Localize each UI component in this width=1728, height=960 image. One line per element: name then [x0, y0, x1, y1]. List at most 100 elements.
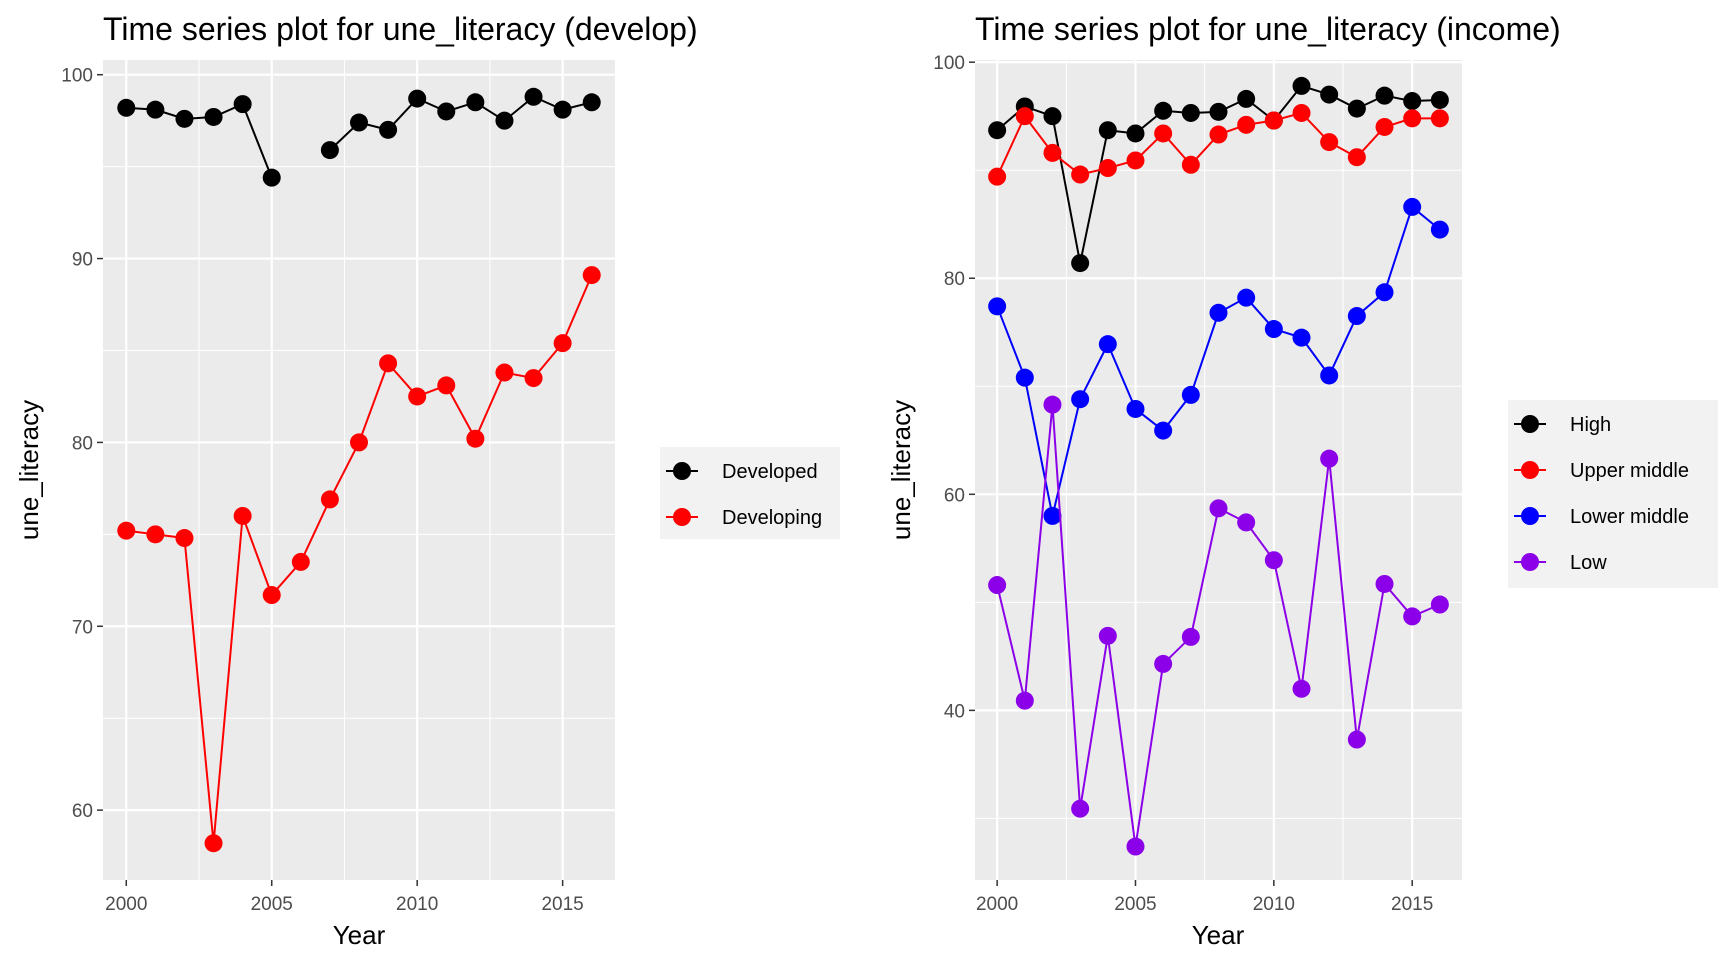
data-point-high: [1126, 124, 1145, 143]
data-point-low: [1264, 551, 1283, 570]
data-point-low: [1126, 837, 1145, 856]
data-point-lower-middle: [1292, 328, 1311, 347]
legend-income: High Upper middle Lower middle Low: [1508, 400, 1718, 588]
legend-key-point: [1521, 553, 1539, 571]
y-tick-label: 90: [72, 250, 93, 271]
x-tick-label: 2000: [976, 894, 1018, 915]
plot-area-income: [975, 60, 1462, 880]
data-point-high: [988, 121, 1007, 140]
data-point-low: [1347, 730, 1366, 749]
data-point-developing: [553, 334, 572, 353]
legend-background-income: [1508, 400, 1718, 588]
data-point-high: [1430, 90, 1449, 109]
data-point-low: [1292, 679, 1311, 698]
data-point-low: [988, 576, 1007, 595]
data-point-developed: [408, 89, 427, 108]
data-point-high: [1320, 85, 1339, 104]
data-point-developing: [466, 429, 485, 448]
legend-background-develop: [660, 447, 840, 539]
data-point-developed: [524, 87, 543, 106]
data-point-high: [1071, 254, 1090, 273]
legend-key-point: [673, 462, 691, 480]
data-point-developed: [117, 98, 136, 117]
data-point-upper-middle: [1181, 155, 1200, 174]
data-point-developing: [175, 529, 194, 548]
data-point-lower-middle: [988, 297, 1007, 316]
data-point-high: [1375, 86, 1394, 105]
x-axis-title-income: Year: [1192, 920, 1245, 950]
data-point-developed: [204, 107, 223, 126]
data-point-developing: [146, 525, 165, 544]
chart-panel-income: Time series plot for une_literacy (incom…: [886, 11, 1718, 950]
data-point-developing: [350, 433, 368, 452]
data-point-low: [1320, 449, 1339, 468]
data-point-developing: [320, 490, 339, 509]
data-point-lower-middle: [1403, 197, 1422, 216]
data-point-low: [1098, 626, 1117, 645]
data-point-low: [1430, 595, 1449, 614]
y-tick-label: 80: [944, 269, 965, 290]
x-tick-label: 2015: [541, 894, 583, 915]
data-point-low: [1015, 691, 1034, 710]
data-point-upper-middle: [1043, 143, 1062, 162]
legend-key-point: [1521, 507, 1539, 525]
data-point-upper-middle: [1126, 151, 1145, 170]
data-point-developing: [582, 266, 601, 285]
data-point-lower-middle: [1071, 390, 1090, 409]
data-point-developing: [379, 354, 398, 373]
y-tick-label: 60: [72, 801, 93, 822]
data-point-high: [1237, 89, 1256, 108]
y-tick-label: 40: [944, 701, 965, 722]
x-tick-label: 2005: [1114, 894, 1156, 915]
data-point-developed: [146, 100, 165, 119]
legend-label-developing: Developing: [722, 507, 822, 529]
data-point-low: [1375, 574, 1394, 593]
data-point-high: [1154, 101, 1173, 120]
x-tick-label: 2010: [396, 894, 438, 915]
data-point-lower-middle: [1181, 385, 1200, 404]
data-point-low: [1403, 607, 1422, 626]
data-point-upper-middle: [1098, 159, 1117, 178]
data-point-upper-middle: [1375, 117, 1394, 136]
data-point-upper-middle: [1071, 165, 1090, 184]
data-point-low: [1209, 499, 1228, 518]
legend-key-point: [1521, 415, 1539, 433]
data-point-lower-middle: [1430, 220, 1449, 239]
data-point-developed: [175, 109, 194, 128]
data-point-lower-middle: [1126, 399, 1145, 418]
data-point-developing: [262, 586, 281, 605]
x-tick-label: 2005: [251, 894, 293, 915]
data-point-lower-middle: [1375, 283, 1394, 302]
data-point-developed: [379, 120, 398, 139]
chart-title-develop: Time series plot for une_literacy (devel…: [103, 11, 698, 47]
legend-key-point: [673, 508, 691, 526]
data-point-developing: [117, 521, 136, 540]
data-point-high: [1043, 107, 1062, 126]
legend-label-high: High: [1570, 414, 1611, 436]
data-point-high: [1292, 76, 1311, 95]
data-point-developed: [350, 113, 368, 132]
data-point-developing: [524, 369, 543, 388]
data-point-developed: [466, 93, 485, 112]
data-point-upper-middle: [1015, 107, 1034, 126]
y-tick-label: 100: [933, 53, 965, 74]
data-point-low: [1154, 654, 1173, 673]
data-point-upper-middle: [1292, 103, 1311, 122]
data-point-developing: [495, 363, 514, 382]
legend-label-low: Low: [1570, 552, 1607, 574]
data-point-developing: [233, 506, 252, 525]
data-point-developed: [262, 168, 281, 187]
data-point-lower-middle: [1098, 335, 1117, 354]
data-point-high: [1347, 99, 1366, 118]
data-point-high: [1209, 102, 1228, 121]
data-point-upper-middle: [1403, 109, 1422, 128]
y-tick-label: 80: [72, 433, 93, 454]
data-point-upper-middle: [1347, 148, 1366, 167]
series-line-developed: [329, 95, 592, 151]
data-point-developing: [291, 552, 310, 571]
data-point-lower-middle: [1264, 320, 1283, 339]
data-point-upper-middle: [1320, 133, 1339, 152]
legend-label-upper-middle: Upper middle: [1570, 460, 1689, 482]
data-point-developed: [320, 141, 339, 160]
